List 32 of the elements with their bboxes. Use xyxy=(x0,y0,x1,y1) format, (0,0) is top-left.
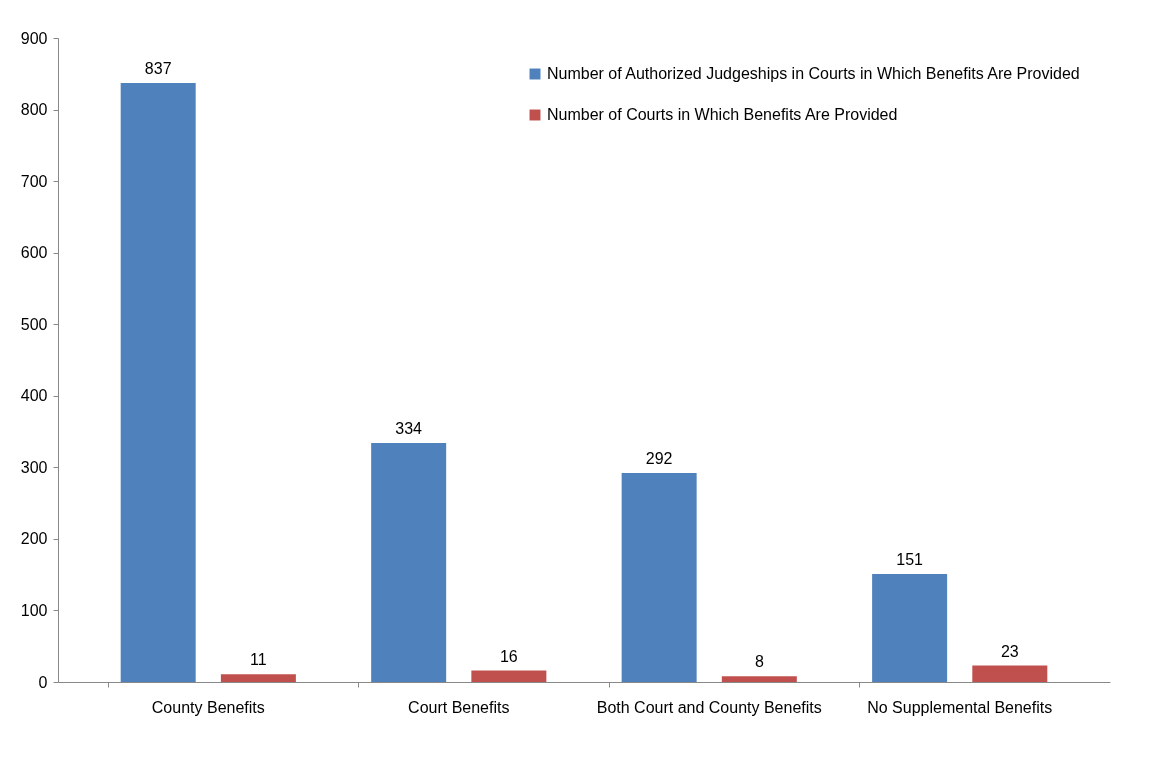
y-tick-label: 900 xyxy=(20,29,48,47)
bar xyxy=(220,674,296,682)
legend-label: Number of Courts in Which Benefits Are Provided xyxy=(547,106,898,123)
x-tick-label: No Supplemental Benefits xyxy=(867,698,1053,716)
y-tick-label: 300 xyxy=(20,458,48,476)
x-tick-label: Both Court and County Benefits xyxy=(596,698,822,716)
data-label: 151 xyxy=(896,550,924,568)
y-tick-label: 200 xyxy=(20,530,48,548)
y-tick-label: 700 xyxy=(20,172,48,190)
y-tick-label: 100 xyxy=(20,601,48,619)
y-tick-label: 600 xyxy=(20,244,48,262)
data-label: 8 xyxy=(754,653,764,671)
bar xyxy=(371,443,447,682)
legend-label: Number of Authorized Judgeships in Courts in Which Benefits Are Provided xyxy=(547,65,1080,82)
bar xyxy=(621,473,697,682)
bar xyxy=(872,573,948,682)
x-tick-label: Court Benefits xyxy=(408,698,510,716)
bar xyxy=(721,676,797,682)
data-label: 11 xyxy=(250,651,267,669)
y-tick-label: 0 xyxy=(38,673,48,691)
data-label: 334 xyxy=(395,420,423,437)
data-label: 837 xyxy=(144,60,172,78)
data-label: 23 xyxy=(1000,642,1019,660)
x-tick-label: County Benefits xyxy=(151,698,265,716)
data-label: 292 xyxy=(645,450,673,468)
data-label: 16 xyxy=(499,647,518,665)
bar xyxy=(120,83,196,682)
y-tick-label: 800 xyxy=(20,101,48,119)
y-tick-label: 400 xyxy=(20,387,48,405)
bar xyxy=(972,665,1048,682)
y-tick-label: 500 xyxy=(20,315,48,333)
bar xyxy=(471,670,547,682)
